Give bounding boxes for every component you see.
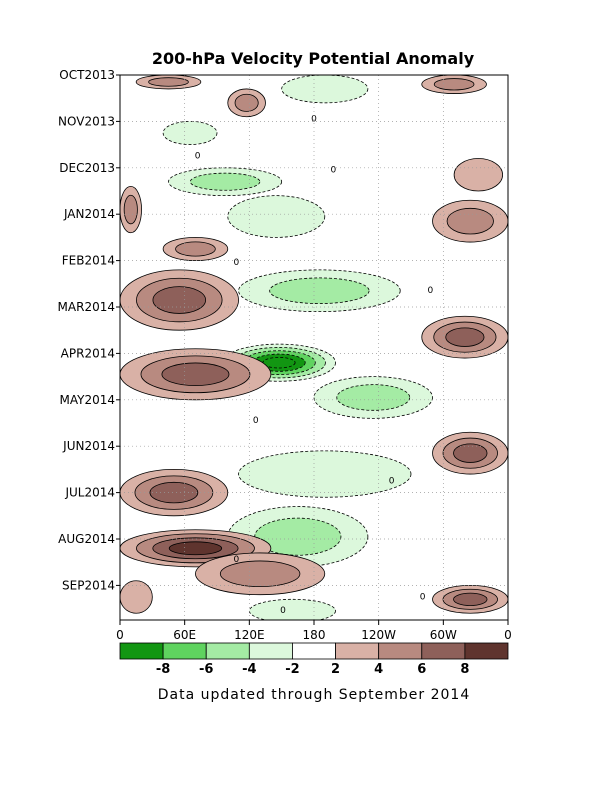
contour-level--2 (238, 450, 412, 498)
zero-contour-label: 0 (331, 165, 337, 175)
colorbar-label: -6 (199, 662, 213, 677)
positive-anomaly-19 (120, 469, 229, 517)
footer-note: Data updated through September 2014 (158, 687, 470, 703)
x-tick-label: 60E (173, 628, 196, 642)
positive-anomaly-2 (421, 75, 487, 94)
plot-area: 0 0 0 0 0 0 0 0 0 0 OCT2013 NOV2013 DEC2013 JAN2014 F… (58, 68, 512, 642)
grid-lines (120, 75, 508, 620)
zero-contour-label: 0 (280, 606, 286, 616)
contour-level-4 (446, 207, 494, 235)
y-tick-label: MAR2014 (58, 300, 115, 314)
colorbar-label: 6 (417, 662, 426, 677)
chart-title: 200-hPa Velocity Potential Anomaly (152, 49, 475, 68)
contour-level-6 (453, 592, 488, 606)
negative-anomaly-18 (238, 450, 412, 498)
colorbar-label: 2 (331, 662, 340, 677)
colorbar-bin (292, 642, 336, 660)
colorbar-label: 4 (374, 662, 383, 677)
y-axis: OCT2013 NOV2013 DEC2013 JAN2014 FEB2014 MAR20… (58, 68, 120, 592)
contour-level--2 (248, 598, 336, 620)
zero-contour-label: 0 (389, 476, 395, 486)
x-axis: 0 60E 120E 180 120W 60W 0 (116, 620, 512, 642)
contour-level-4 (123, 194, 138, 225)
contour-level--2 (281, 75, 369, 104)
negative-anomaly-25 (248, 598, 336, 620)
positive-anomaly-1 (227, 88, 266, 118)
y-tick-label: FEB2014 (62, 254, 115, 268)
x-tick-label: 0 (116, 628, 124, 642)
positive-anomaly-15 (120, 348, 272, 401)
y-tick-label: MAY2014 (60, 393, 116, 407)
contour-level-8 (168, 541, 223, 556)
y-tick-label: DEC2013 (59, 161, 115, 175)
positive-anomaly-10 (432, 199, 508, 243)
y-tick-label: JUN2014 (62, 439, 115, 453)
contour-level-4 (219, 560, 301, 588)
colorbar-bin (335, 642, 380, 660)
contour-level--4 (189, 172, 261, 191)
negative-anomaly-3 (281, 75, 369, 104)
colorbar-bin (119, 642, 164, 660)
x-tick-label: 120W (361, 628, 396, 642)
zero-contour-label: 0 (234, 258, 240, 268)
positive-anomaly-11 (120, 269, 239, 331)
colorbar-label: -2 (285, 662, 299, 677)
zero-contour-label: 0 (234, 555, 240, 565)
colorbar-bin (378, 642, 423, 660)
negative-anomaly-6 (168, 167, 283, 197)
zero-contour-label: 0 (195, 152, 201, 162)
y-tick-label: NOV2013 (58, 114, 115, 128)
colorbar-label: -4 (242, 662, 256, 677)
x-tick-label: 120E (234, 628, 265, 642)
negative-anomaly-7 (227, 195, 326, 238)
contour-level-6 (149, 481, 199, 504)
positive-anomaly-23 (432, 585, 508, 614)
positive-anomaly-9 (162, 236, 229, 261)
x-tick-label: 0 (504, 628, 512, 642)
contour-level-6 (453, 443, 488, 463)
negative-anomaly-12 (238, 269, 401, 313)
positive-anomaly-13 (421, 315, 508, 359)
colorbar-bin (205, 642, 250, 660)
zero-contour-label: 0 (428, 286, 434, 296)
contour-level-6 (152, 286, 207, 314)
contour-level-6 (445, 327, 485, 347)
contour-level--4 (269, 277, 370, 305)
x-tick-label: 60W (430, 628, 457, 642)
contour-level-4 (234, 93, 259, 112)
positive-anomaly-17 (432, 431, 508, 475)
positive-anomaly-8 (120, 185, 142, 234)
negative-anomaly-4 (162, 121, 218, 146)
contour-level-4 (148, 77, 189, 87)
positive-anomaly-0 (135, 75, 202, 90)
positive-anomaly-22 (195, 552, 326, 596)
y-tick-label: JUL2014 (64, 486, 115, 500)
y-tick-label: AUG2014 (58, 532, 115, 546)
y-tick-label: OCT2013 (59, 68, 115, 82)
contour-level-6 (161, 362, 230, 387)
contour-level--2 (162, 121, 218, 146)
contour-level--2 (227, 195, 326, 238)
positive-anomaly-5 (453, 158, 504, 192)
contour-level--4 (336, 384, 411, 411)
y-tick-label: JAN2014 (63, 207, 115, 221)
y-tick-label: SEP2014 (62, 578, 115, 592)
contour-level-4 (433, 78, 475, 91)
colorbar-bin (248, 642, 293, 660)
colorbar-label: -8 (156, 662, 170, 677)
colorbar-label: 8 (460, 662, 469, 677)
zero-contour-label: 0 (420, 592, 426, 602)
zero-contour-label: 0 (253, 416, 259, 426)
x-tick-label: 180 (303, 628, 326, 642)
y-tick-label: APR2014 (61, 346, 115, 360)
contour-level-4 (175, 241, 216, 257)
colorbar: -8 -6 -4 -2 2 4 6 8 (119, 642, 509, 677)
contour-level-2 (453, 158, 504, 192)
colorbar-bin (464, 642, 509, 660)
negative-anomaly-16 (313, 376, 433, 419)
colorbar-bin (421, 642, 466, 660)
colorbar-bin (162, 642, 207, 660)
